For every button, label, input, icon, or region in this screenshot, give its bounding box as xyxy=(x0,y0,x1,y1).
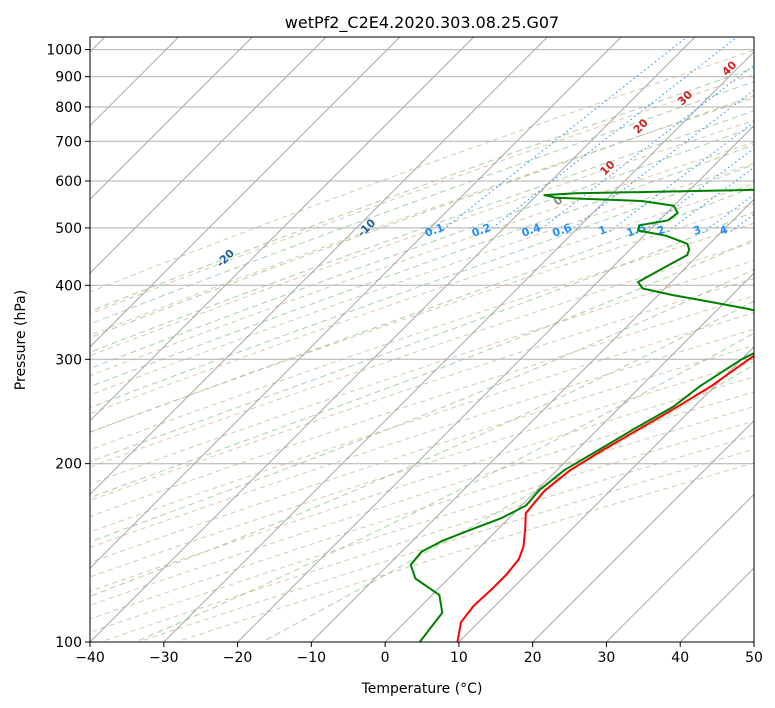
axes: −40 −30 −20 −10 0 10 20 30 40 50 100 200 300 400 500 60… xyxy=(46,43,763,666)
background-lines xyxy=(90,37,754,642)
x-tick-label: 50 xyxy=(745,650,763,666)
y-tick-label: 500 xyxy=(55,221,82,237)
mixing-ratio-label: 0.6 xyxy=(551,221,574,240)
x-tick-label: 30 xyxy=(598,650,616,666)
mixing-ratio-line xyxy=(606,121,754,234)
x-tick-label: 20 xyxy=(524,650,542,666)
dry-adiabat xyxy=(90,241,754,468)
y-tick-label: 400 xyxy=(55,278,82,294)
moist-adiabat xyxy=(135,332,754,642)
x-tick-label: −10 xyxy=(297,650,327,666)
isotherm xyxy=(90,37,622,569)
isotherm xyxy=(236,124,754,642)
x-tick-label: 40 xyxy=(671,650,689,666)
isotherm xyxy=(163,51,754,642)
moist-adiabat xyxy=(262,364,754,642)
x-axis-label: Temperature (°C) xyxy=(361,681,483,697)
dry-adiabat xyxy=(90,312,754,533)
isotherm xyxy=(90,37,401,348)
mixing-ratio-label: 0.2 xyxy=(470,221,493,240)
dry-adiabat xyxy=(90,183,754,415)
x-tick-label: −20 xyxy=(223,650,253,666)
mixing-ratio-label: 3 xyxy=(691,223,703,238)
isotherm xyxy=(90,37,254,201)
isotherm xyxy=(90,37,696,642)
plot-frame xyxy=(89,36,755,643)
moist-adiabat xyxy=(90,186,754,433)
isotherm xyxy=(384,272,754,642)
y-tick-label: 600 xyxy=(55,174,82,190)
dry-adiabat xyxy=(90,49,754,293)
y-axis-label: Pressure (hPa) xyxy=(13,290,29,390)
moist-adiabat xyxy=(90,81,754,325)
mixing-ratio-label: 2 xyxy=(655,223,667,238)
moist-adiabat xyxy=(90,67,754,312)
mixing-ratio-label: 0.1 xyxy=(423,221,446,240)
isotherm xyxy=(90,37,327,274)
dry-adiabat xyxy=(90,259,754,485)
x-tick-label: −40 xyxy=(75,650,105,666)
moist-adiabat xyxy=(90,95,754,339)
y-tick-label: 700 xyxy=(55,134,82,150)
x-tick-label: 10 xyxy=(450,650,468,666)
isotherm xyxy=(310,198,754,642)
dry-adiabat xyxy=(90,328,754,548)
profile-lines xyxy=(409,188,754,642)
y-tick-label: 1000 xyxy=(46,43,82,59)
isotherm xyxy=(90,37,549,496)
moist-adiabat xyxy=(90,126,754,370)
moist-adiabat xyxy=(90,211,754,463)
mixing-ratio-label: 0.4 xyxy=(520,221,543,240)
isotherm xyxy=(531,419,754,642)
mixing-ratio-line xyxy=(535,64,754,234)
dry-adiabat xyxy=(90,141,754,377)
moist-adiabat xyxy=(90,238,754,499)
y-tick-label: 200 xyxy=(55,457,82,473)
x-tick-label: 0 xyxy=(381,650,390,666)
temperature-line xyxy=(456,354,754,642)
chart-title: wetPf2_C2E4.2020.303.08.25.G07 xyxy=(285,13,559,33)
isotherm xyxy=(605,493,754,642)
dry-adiabat xyxy=(90,73,754,315)
isotherm xyxy=(90,37,475,422)
y-tick-label: 800 xyxy=(55,100,82,116)
mixing-ratio-label: 4 xyxy=(718,223,730,238)
mixing-ratio-label: 1 xyxy=(597,223,609,238)
y-tick-label: 900 xyxy=(55,70,82,86)
moist-adiabat xyxy=(90,110,754,353)
dewpoint-line xyxy=(409,188,754,642)
mixing-ratio-line xyxy=(438,37,688,234)
plot-background xyxy=(90,37,754,642)
x-tick-label: −30 xyxy=(149,650,179,666)
y-tick-label: 100 xyxy=(55,635,82,651)
y-tick-label: 300 xyxy=(55,352,82,368)
dry-adiabat xyxy=(90,360,754,578)
dry-adiabat xyxy=(90,119,754,357)
